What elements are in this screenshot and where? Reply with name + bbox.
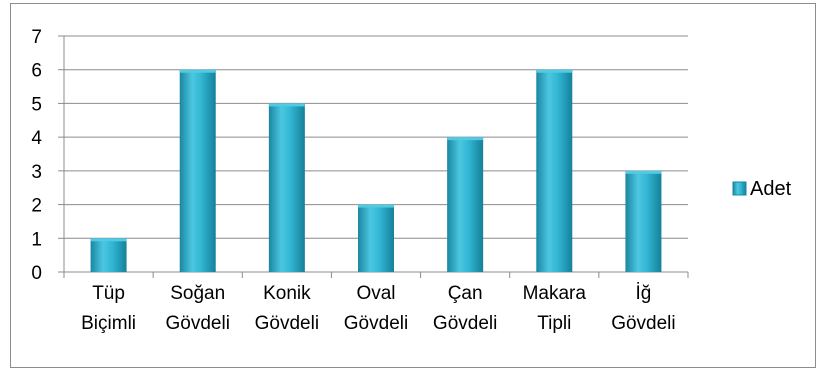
bars — [90, 69, 662, 272]
legend-label-adet: Adet — [750, 178, 792, 200]
bar — [625, 170, 662, 272]
bar — [90, 238, 127, 272]
bar-cap — [358, 204, 394, 208]
bar-cap — [447, 137, 484, 141]
x-category-label: İğ — [635, 283, 651, 304]
y-tick-labels: 0 1 2 3 4 5 6 7 — [31, 27, 42, 284]
bar-cap — [90, 238, 127, 242]
chart-area — [10, 3, 816, 368]
y-tick-label: 6 — [31, 61, 42, 82]
bar-cap — [536, 69, 573, 73]
y-tick-label: 5 — [31, 94, 42, 115]
x-category-label: Tüp — [92, 283, 125, 304]
bar-cap — [625, 170, 662, 174]
x-category-label: Konik — [263, 283, 311, 304]
y-tick-label: 2 — [31, 196, 42, 217]
bar — [179, 69, 216, 272]
y-tick-label: 1 — [31, 229, 42, 250]
x-category-labels: Tüp Biçimli Soğan Gövdeli Konik Gövdeli Oval Gö… — [81, 283, 676, 334]
y-tick-label: 0 — [31, 263, 42, 284]
x-category-label: Makara — [523, 283, 587, 304]
legend-swatch — [732, 181, 747, 196]
x-category-label: Soğan — [170, 283, 225, 304]
x-category-label: Çan — [448, 283, 483, 304]
x-category-label: Gövdeli — [611, 313, 675, 334]
y-tick-label: 7 — [31, 27, 42, 48]
bar — [358, 204, 394, 272]
bar — [268, 103, 305, 272]
legend: Adet — [732, 178, 792, 200]
gridlines — [58, 35, 688, 273]
x-category-label: Gövdeli — [433, 313, 497, 334]
bar — [536, 69, 573, 272]
y-tick-label: 4 — [31, 128, 42, 149]
bar-cap — [179, 69, 216, 73]
x-category-label: Gövdeli — [255, 313, 319, 334]
bar — [447, 137, 484, 272]
bar-cap — [268, 103, 305, 107]
x-category-label: Gövdeli — [166, 313, 230, 334]
x-category-label: Oval — [356, 283, 395, 304]
x-category-label: Biçimli — [81, 313, 136, 334]
x-category-label: Tipli — [537, 313, 571, 334]
y-tick-label: 3 — [31, 162, 42, 183]
x-category-label: Gövdeli — [344, 313, 408, 334]
